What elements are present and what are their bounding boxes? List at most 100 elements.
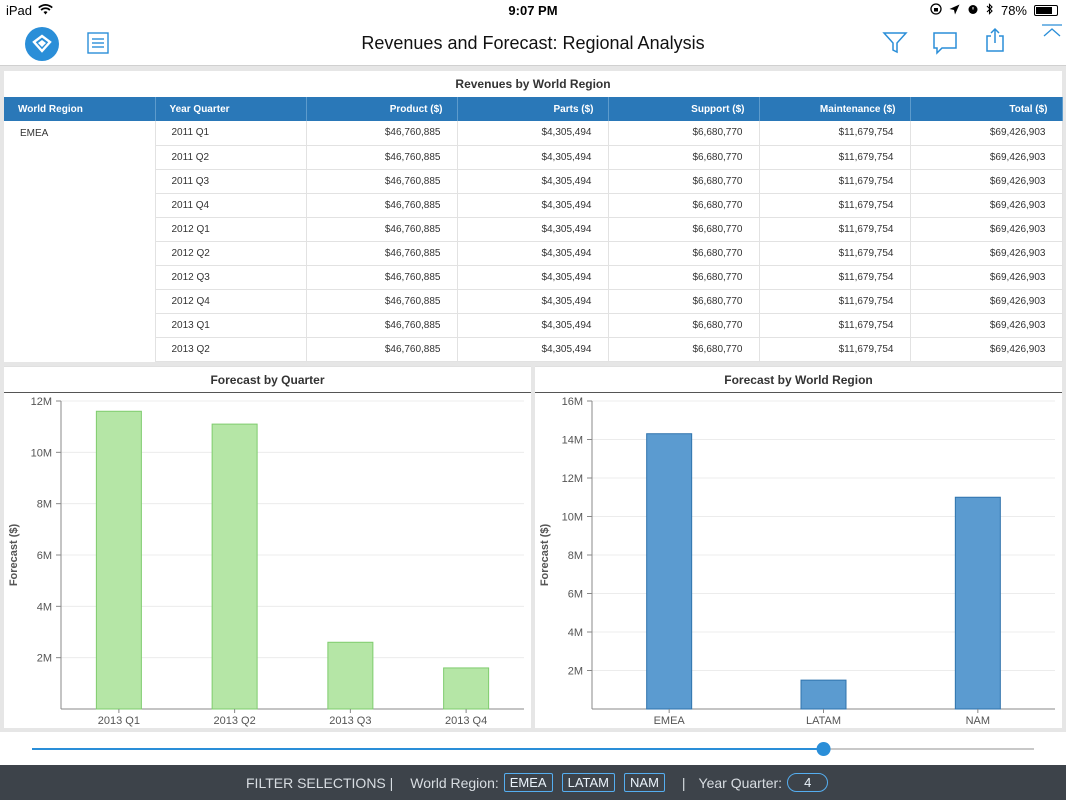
year-quarter-label: Year Quarter: bbox=[698, 774, 783, 791]
table-cell: $46,760,885 bbox=[306, 169, 458, 194]
table-cell: $6,680,770 bbox=[608, 241, 760, 266]
y-tick-label: 12M bbox=[562, 473, 583, 485]
forecast-by-quarter-panel: Forecast by Quarter 2M 4M 6M 8M 10M 12M Foreca… bbox=[4, 366, 531, 728]
header-total[interactable]: Total ($) bbox=[910, 97, 1063, 121]
cell-world-region: EMEA bbox=[4, 121, 156, 361]
y-tick-label: 8M bbox=[37, 499, 52, 511]
table-row[interactable]: 2011 Q3 $46,760,885 $4,305,494 $6,680,770 $1… bbox=[4, 169, 1063, 194]
table-cell: 2012 Q1 bbox=[155, 217, 307, 242]
bar-2013-q2[interactable] bbox=[211, 423, 258, 710]
y-tick-label: 6M bbox=[568, 589, 583, 601]
table-row[interactable]: 2012 Q4 $46,760,885 $4,305,494 $6,680,770 $1… bbox=[4, 289, 1063, 314]
y-tick-label: 2M bbox=[37, 653, 52, 665]
table-cell: 2011 Q4 bbox=[155, 193, 307, 218]
table-cell: $4,305,494 bbox=[457, 265, 609, 290]
revenue-table: World Region Year Quarter Product ($) Pa… bbox=[4, 97, 1063, 362]
header-year-quarter[interactable]: Year Quarter bbox=[155, 97, 307, 121]
table-cell: $69,426,903 bbox=[910, 337, 1063, 362]
table-cell: $6,680,770 bbox=[608, 313, 760, 338]
table-cell: $46,760,885 bbox=[306, 337, 458, 362]
filter-chip-latam[interactable]: LATAM bbox=[561, 773, 616, 792]
device-label: iPad bbox=[6, 3, 33, 18]
filter-chip-nam[interactable]: NAM bbox=[624, 773, 665, 792]
table-header-row: World Region Year Quarter Product ($) Pa… bbox=[4, 97, 1063, 121]
forecast-by-quarter-chart: 2M 4M 6M 8M 10M 12M Forecast ($) 2013 Q1 2013 Q2… bbox=[8, 396, 524, 727]
y-tick-label: 4M bbox=[568, 627, 583, 639]
table-cell: $4,305,494 bbox=[457, 337, 609, 362]
quarter-slider[interactable] bbox=[0, 732, 1066, 765]
y-tick-label: 10M bbox=[562, 512, 583, 524]
slider-thumb[interactable] bbox=[816, 742, 831, 756]
header-maintenance[interactable]: Maintenance ($) bbox=[759, 97, 911, 121]
filter-icon[interactable] bbox=[882, 31, 908, 60]
bluetooth-icon bbox=[986, 3, 994, 18]
table-cell: $4,305,494 bbox=[457, 193, 609, 218]
x-tick-label: 2013 Q2 bbox=[214, 715, 256, 727]
y-tick-label: 8M bbox=[568, 550, 583, 562]
y-axis-label: Forecast ($) bbox=[539, 523, 551, 586]
table-cell: $4,305,494 bbox=[457, 121, 609, 146]
list-icon[interactable] bbox=[86, 31, 110, 60]
collapse-icon[interactable] bbox=[1040, 24, 1064, 43]
table-cell: $46,760,885 bbox=[306, 217, 458, 242]
comment-icon[interactable] bbox=[932, 31, 958, 60]
app-logo-icon[interactable] bbox=[25, 27, 59, 61]
table-row[interactable]: 2012 Q1 $46,760,885 $4,305,494 $6,680,770 $1… bbox=[4, 217, 1063, 242]
table-cell: $46,760,885 bbox=[306, 145, 458, 170]
y-tick-label: 6M bbox=[37, 550, 52, 562]
table-row[interactable]: 2012 Q2 $46,760,885 $4,305,494 $6,680,770 $1… bbox=[4, 241, 1063, 266]
bar-nam[interactable] bbox=[954, 496, 1001, 710]
table-cell: $6,680,770 bbox=[608, 217, 760, 242]
x-tick-label: 2013 Q3 bbox=[329, 715, 371, 727]
table-cell: $46,760,885 bbox=[306, 289, 458, 314]
table-cell: $46,760,885 bbox=[306, 313, 458, 338]
table-row[interactable]: 2011 Q4 $46,760,885 $4,305,494 $6,680,770 $1… bbox=[4, 193, 1063, 218]
filter-selections-label: FILTER SELECTIONS | bbox=[246, 774, 394, 791]
header-parts[interactable]: Parts ($) bbox=[457, 97, 609, 121]
page-title: Revenues and Forecast: Regional Analysis bbox=[361, 33, 705, 53]
table-row[interactable]: 2011 Q2 $46,760,885 $4,305,494 $6,680,770 $1… bbox=[4, 145, 1063, 170]
bar-emea[interactable] bbox=[646, 433, 693, 710]
filter-chip-emea[interactable]: EMEA bbox=[503, 773, 553, 792]
table-cell: $11,679,754 bbox=[759, 337, 911, 362]
location-icon bbox=[949, 3, 960, 18]
header-world-region[interactable]: World Region bbox=[4, 97, 156, 121]
table-cell: $6,680,770 bbox=[608, 337, 760, 362]
table-cell: $46,760,885 bbox=[306, 265, 458, 290]
y-tick-label: 14M bbox=[562, 435, 583, 447]
table-row[interactable]: 2013 Q2 $46,760,885 $4,305,494 $6,680,770 $1… bbox=[4, 337, 1063, 362]
table-cell: $11,679,754 bbox=[759, 241, 911, 266]
table-cell: $4,305,494 bbox=[457, 289, 609, 314]
table-cell: $6,680,770 bbox=[608, 169, 760, 194]
y-tick-label: 12M bbox=[31, 396, 52, 408]
clock: 9:07 PM bbox=[508, 3, 558, 18]
header-product[interactable]: Product ($) bbox=[306, 97, 458, 121]
bar-2013-q4[interactable] bbox=[443, 667, 490, 710]
table-cell: 2013 Q1 bbox=[155, 313, 307, 338]
share-icon[interactable] bbox=[983, 27, 1007, 58]
table-cell: $11,679,754 bbox=[759, 193, 911, 218]
chart-title: Forecast by Quarter bbox=[4, 367, 531, 393]
revenue-table-panel: Revenues by World Region World Region Ye… bbox=[4, 71, 1063, 362]
quarter-slider-area bbox=[0, 732, 1066, 765]
filter-chip-quarter[interactable]: 4 bbox=[787, 773, 829, 792]
table-cell: $69,426,903 bbox=[910, 217, 1063, 242]
x-tick-label: NAM bbox=[966, 715, 990, 727]
x-tick-label: 2013 Q4 bbox=[445, 715, 487, 727]
table-row[interactable]: 2013 Q1 $46,760,885 $4,305,494 $6,680,770 $1… bbox=[4, 313, 1063, 338]
table-cell: $4,305,494 bbox=[457, 145, 609, 170]
header-support[interactable]: Support ($) bbox=[608, 97, 760, 121]
table-row[interactable]: 2012 Q3 $46,760,885 $4,305,494 $6,680,770 $1… bbox=[4, 265, 1063, 290]
y-tick-label: 16M bbox=[562, 396, 583, 408]
table-cell: $11,679,754 bbox=[759, 313, 911, 338]
status-bar: iPad 9:07 PM 78% bbox=[0, 0, 1066, 22]
table-cell: $4,305,494 bbox=[457, 217, 609, 242]
bar-2013-q3[interactable] bbox=[327, 641, 374, 710]
table-row[interactable]: EMEA 2011 Q1 $46,760,885 $4,305,494 $6,680,7… bbox=[4, 121, 1063, 361]
bar-latam[interactable] bbox=[800, 679, 847, 710]
table-cell: $69,426,903 bbox=[910, 265, 1063, 290]
table-cell: $69,426,903 bbox=[910, 121, 1063, 146]
forecast-by-region-chart: 2M 4M 6M 8M 10M 12M 14M 16M Forecast ($) EMEA LATA… bbox=[539, 396, 1055, 727]
table-cell: 2011 Q1 bbox=[155, 121, 307, 146]
bar-2013-q1[interactable] bbox=[95, 410, 142, 710]
